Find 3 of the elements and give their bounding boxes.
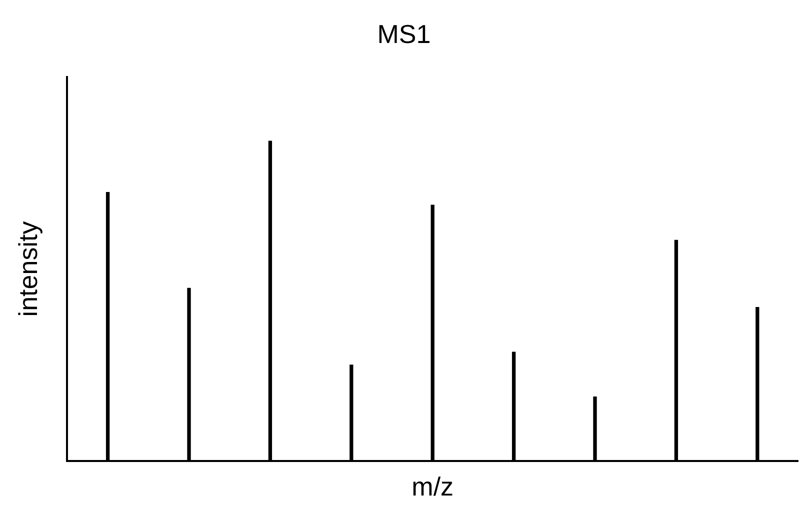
chart-title: MS1 — [377, 18, 431, 49]
y-axis-title: intensity — [12, 221, 43, 317]
x-axis-title: m/z — [412, 472, 454, 502]
